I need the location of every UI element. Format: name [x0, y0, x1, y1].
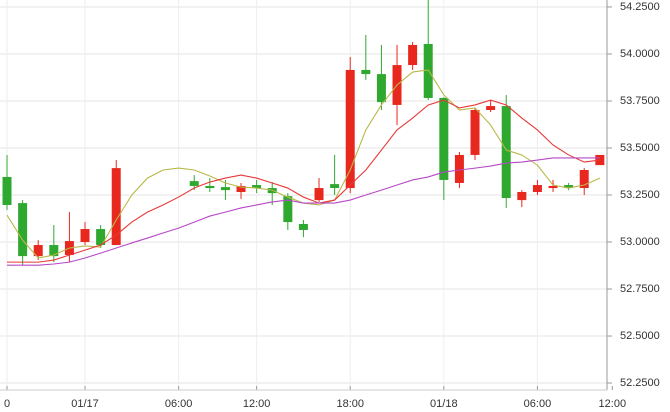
x-tick-label: 0 [4, 398, 10, 410]
y-tick-label: 53.5000 [620, 142, 660, 154]
y-tick-label: 54.2500 [620, 1, 660, 13]
candle-body [376, 74, 386, 103]
candle-body [252, 185, 262, 189]
candle-body [345, 69, 355, 189]
candle-body [2, 176, 12, 205]
candle-body [189, 181, 199, 186]
candle-body [501, 106, 511, 199]
candle-body [330, 184, 340, 189]
candle-body [361, 69, 371, 75]
y-tick-label: 53.0000 [620, 236, 660, 248]
candle-body [314, 188, 324, 201]
y-tick-label: 53.7500 [620, 95, 660, 107]
x-tick-label: 01/18 [430, 398, 458, 410]
candle-body [49, 245, 59, 257]
x-tick-label: 12:00 [243, 398, 271, 410]
moving-average-line [7, 157, 600, 266]
candle-body [33, 245, 43, 257]
candle-body [205, 185, 215, 189]
candle-body [96, 229, 106, 246]
candle-body [486, 106, 496, 111]
candle-body [236, 185, 246, 192]
candle-body [548, 185, 558, 189]
candle-body [595, 154, 605, 166]
candle-body [80, 229, 90, 243]
candle-body [111, 168, 121, 246]
candle-body [454, 154, 464, 183]
x-tick-label: 01/17 [71, 398, 99, 410]
candle-body [298, 223, 308, 230]
y-tick-label: 53.2500 [620, 189, 660, 201]
candle-body [18, 203, 28, 257]
candle-body [517, 191, 527, 201]
candle-body [579, 169, 589, 189]
y-tick-label: 54.0000 [620, 48, 660, 60]
candle-body [564, 185, 574, 189]
y-tick-label: 52.5000 [620, 330, 660, 342]
candle-body [283, 196, 293, 223]
moving-average-line [7, 99, 600, 263]
candle-body [532, 185, 542, 192]
x-tick-label: 06:00 [524, 398, 552, 410]
y-tick-label: 52.2500 [620, 377, 660, 389]
candle-body [408, 44, 418, 66]
candle-body [470, 110, 480, 155]
candle-body [220, 187, 230, 191]
x-tick-label: 06:00 [165, 398, 193, 410]
y-tick-label: 52.7500 [620, 283, 660, 295]
x-tick-label: 12:00 [599, 398, 627, 410]
x-tick-label: 18:00 [336, 398, 364, 410]
candle-body [439, 97, 449, 180]
